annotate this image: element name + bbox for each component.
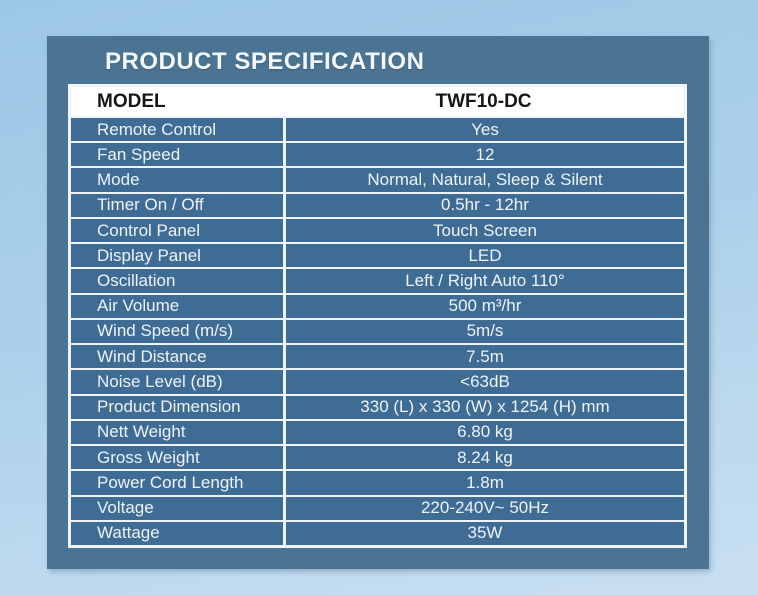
spec-table: MODEL TWF10-DC Remote Control Yes Fan Sp… [68,84,687,548]
spec-value: Touch Screen [283,218,684,243]
spec-label: Control Panel [71,218,283,243]
spec-value: 330 (L) x 330 (W) x 1254 (H) mm [283,395,684,419]
spec-panel: PRODUCT SPECIFICATION MODEL TWF10-DC Rem… [47,36,709,569]
spec-value: 8.24 kg [283,446,684,470]
table-row: Display Panel LED [71,242,684,268]
spec-value: Yes [283,118,684,142]
spec-value: Normal, Natural, Sleep & Silent [283,168,684,192]
spec-value: 220-240V~ 50Hz [283,496,684,520]
table-row: Wind Distance 7.5m [71,343,684,369]
spec-value: 500 m³/hr [283,294,684,318]
page-title: PRODUCT SPECIFICATION [105,48,425,75]
table-header-row: MODEL TWF10-DC [71,87,684,116]
table-row: Voltage 220-240V~ 50Hz [71,494,684,520]
spec-value: LED [283,244,684,268]
spec-value: 0.5hr - 12hr [283,193,684,217]
spec-value: 6.80 kg [283,420,684,445]
table-row: Timer On / Off 0.5hr - 12hr [71,191,684,217]
table-row: Noise Level (dB) <63dB [71,368,684,394]
spec-label: Wattage [71,521,283,545]
spec-label: Voltage [71,496,283,520]
model-header-label: MODEL [97,90,166,112]
spec-label: Timer On / Off [71,193,283,217]
table-row: Oscillation Left / Right Auto 110° [71,267,684,293]
table-row: Control Panel Touch Screen [71,216,684,243]
spec-value: 1.8m [283,471,684,495]
spec-label: Wind Distance [71,345,283,369]
spec-label: Power Cord Length [71,471,283,495]
spec-value: 35W [283,521,684,545]
spec-label: Wind Speed (m/s) [71,319,283,344]
table-row: Wind Speed (m/s) 5m/s [71,317,684,344]
spec-label: Gross Weight [71,446,283,470]
spec-value: 5m/s [283,319,684,344]
spec-label: Remote Control [71,118,283,142]
spec-label: Nett Weight [71,420,283,445]
spec-label: Air Volume [71,294,283,318]
table-row: Mode Normal, Natural, Sleep & Silent [71,166,684,192]
spec-value: <63dB [283,370,684,394]
table-row: Air Volume 500 m³/hr [71,292,684,318]
table-row: Power Cord Length 1.8m [71,469,684,495]
table-row: Product Dimension 330 (L) x 330 (W) x 12… [71,393,684,419]
spec-value: 7.5m [283,345,684,369]
spec-label: Fan Speed [71,143,283,167]
table-row: Nett Weight 6.80 kg [71,418,684,445]
table-row: Gross Weight 8.24 kg [71,444,684,470]
spec-label: Oscillation [71,269,283,293]
table-row: Fan Speed 12 [71,141,684,167]
spec-label: Display Panel [71,244,283,268]
table-row: Wattage 35W [71,519,684,545]
spec-label: Mode [71,168,283,192]
table-row: Remote Control Yes [71,116,684,142]
spec-label: Product Dimension [71,395,283,419]
spec-value: Left / Right Auto 110° [283,269,684,293]
spec-value: 12 [283,143,684,167]
spec-label: Noise Level (dB) [71,370,283,394]
model-header-value: TWF10-DC [435,90,532,112]
